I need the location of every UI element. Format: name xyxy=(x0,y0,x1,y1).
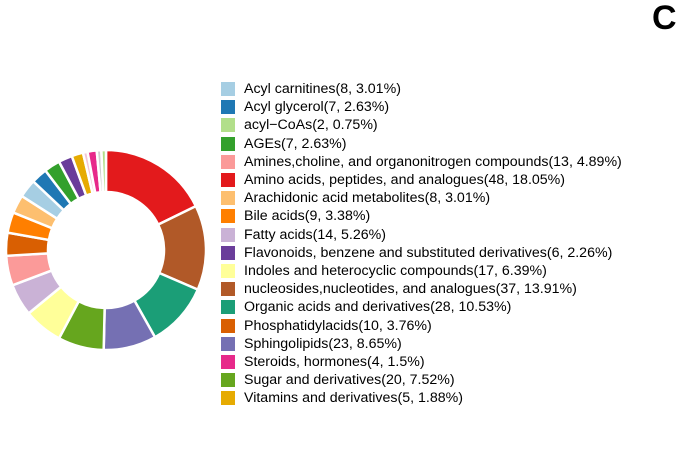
legend-swatch xyxy=(221,227,235,242)
legend-label: Acyl carnitines(8, 3.01%) xyxy=(244,81,401,98)
legend-label: Vitamins and derivatives(5, 1.88%) xyxy=(244,390,463,407)
legend-item-arachidonic-acid-metabolites: Arachidonic acid metabolites(8, 3.01%) xyxy=(221,189,685,207)
donut-slice-acyl-coas xyxy=(100,148,108,194)
legend-label: AGEs(7, 2.63%) xyxy=(244,135,347,152)
legend-label: Phosphatidylacids(10, 3.76%) xyxy=(244,317,432,334)
legend-item-nucleosides-nucleotides-and-analogues: nucleosides,nucleotides, and analogues(3… xyxy=(221,280,685,298)
legend-swatch xyxy=(221,173,235,188)
legend-item-indoles-and-heterocyclic-compounds: Indoles and heterocyclic compounds(17, 6… xyxy=(221,262,685,280)
legend-label: Sugar and derivatives(20, 7.52%) xyxy=(244,372,455,389)
legend-item-ages: AGEs(7, 2.63%) xyxy=(221,135,685,153)
legend-label: Indoles and heterocyclic compounds(17, 6… xyxy=(244,262,547,279)
legend-swatch xyxy=(221,336,235,351)
legend-swatch xyxy=(221,154,235,169)
legend-item-amines-choline-and-organonitrogen-compounds: Amines,choline, and organonitrogen compo… xyxy=(221,153,685,171)
legend-item-steroids-hormones: Steroids, hormones(4, 1.5%) xyxy=(221,353,685,371)
legend-label: acyl−CoAs(2, 0.75%) xyxy=(244,117,378,134)
legend-swatch xyxy=(221,391,235,406)
legend-swatch xyxy=(221,282,235,297)
legend-label: Amines,choline, and organonitrogen compo… xyxy=(244,153,622,170)
legend-swatch xyxy=(221,118,235,133)
legend-label: Arachidonic acid metabolites(8, 3.01%) xyxy=(244,190,491,207)
legend-swatch xyxy=(221,209,235,224)
legend-label: Sphingolipids(23, 8.65%) xyxy=(244,335,402,352)
legend-item-sugar-and-derivatives: Sugar and derivatives(20, 7.52%) xyxy=(221,371,685,389)
legend-label: Organic acids and derivatives(28, 10.53%… xyxy=(244,299,512,316)
legend-label: Fatty acids(14, 5.26%) xyxy=(244,226,386,243)
legend-item-flavonoids-benzene-and-substituted-derivatives: Flavonoids, benzene and substituted deri… xyxy=(221,244,685,262)
legend-label: Steroids, hormones(4, 1.5%) xyxy=(244,353,425,370)
legend-item-fatty-acids: Fatty acids(14, 5.26%) xyxy=(221,226,685,244)
legend-swatch xyxy=(221,263,235,278)
legend-item-acyl-carnitines: Acyl carnitines(8, 3.01%) xyxy=(221,80,685,98)
legend-swatch xyxy=(221,354,235,369)
legend-swatch xyxy=(221,100,235,115)
legend-swatch xyxy=(221,191,235,206)
legend-swatch xyxy=(221,245,235,260)
legend-item-organic-acids-and-derivatives: Organic acids and derivatives(28, 10.53%… xyxy=(221,298,685,316)
legend-swatch xyxy=(221,318,235,333)
legend-item-acyl-glycerol: Acyl glycerol(7, 2.63%) xyxy=(221,98,685,116)
legend-swatch xyxy=(221,82,235,97)
legend-label: nucleosides,nucleotides, and analogues(3… xyxy=(244,281,577,298)
legend-item-amino-acids-peptides-and-analogues: Amino acids, peptides, and analogues(48,… xyxy=(221,171,685,189)
legend-swatch xyxy=(221,373,235,388)
legend-item-sphingolipids: Sphingolipids(23, 8.65%) xyxy=(221,335,685,353)
donut-chart xyxy=(4,148,208,352)
chart-legend: Acyl carnitines(8, 3.01%) Acyl glycerol(7… xyxy=(221,80,685,407)
legend-label: Flavonoids, benzene and substituted deri… xyxy=(244,244,613,261)
legend-item-vitamins-and-derivatives: Vitamins and derivatives(5, 1.88%) xyxy=(221,389,685,407)
panel-label: C xyxy=(652,0,677,37)
legend-swatch xyxy=(221,300,235,315)
legend-item-acyl-coas: acyl−CoAs(2, 0.75%) xyxy=(221,116,685,134)
legend-label: Amino acids, peptides, and analogues(48,… xyxy=(244,172,566,189)
legend-label: Bile acids(9, 3.38%) xyxy=(244,208,371,225)
legend-swatch xyxy=(221,136,235,151)
legend-item-phosphatidylacids: Phosphatidylacids(10, 3.76%) xyxy=(221,316,685,334)
legend-label: Acyl glycerol(7, 2.63%) xyxy=(244,99,390,116)
legend-item-bile-acids: Bile acids(9, 3.38%) xyxy=(221,207,685,225)
